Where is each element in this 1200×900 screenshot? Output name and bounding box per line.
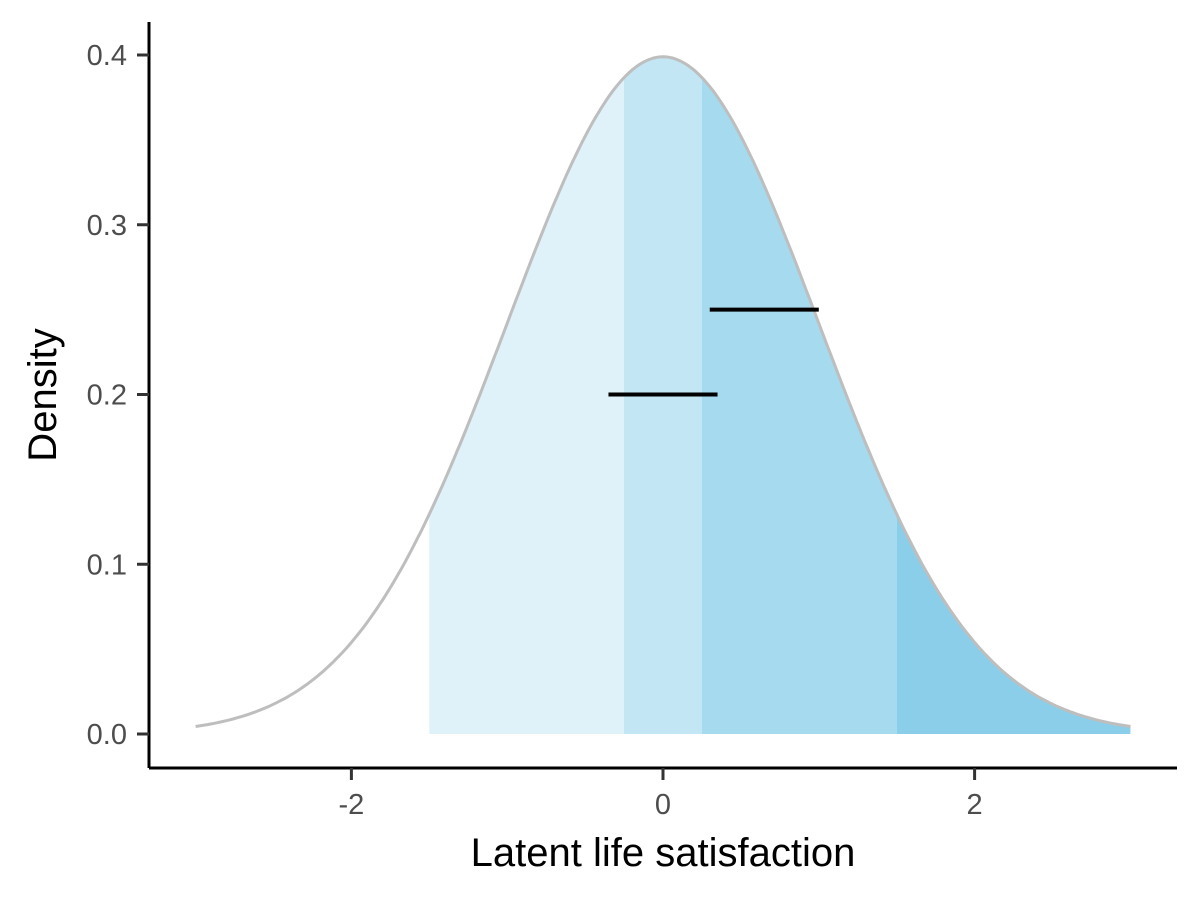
y-axis-title: Density	[21, 328, 65, 461]
shaded-region-3	[702, 77, 897, 735]
y-ticks: 0.0 0.1 0.2 0.3 0.4	[87, 40, 149, 751]
y-tick-label: 0.0	[87, 719, 127, 751]
x-ticks: -2 0 2	[339, 768, 983, 821]
y-tick-label: 0.3	[87, 210, 127, 242]
y-tick-label: 0.1	[87, 549, 127, 581]
shaded-region-4	[896, 514, 1131, 734]
x-tick-label: -2	[339, 789, 365, 821]
shaded-regions	[429, 56, 1131, 735]
y-tick-label: 0.4	[87, 40, 127, 72]
x-axis-title: Latent life satisfaction	[471, 831, 856, 875]
x-tick-label: 2	[967, 789, 983, 821]
y-tick-label: 0.2	[87, 380, 127, 412]
density-curve	[195, 55, 1131, 728]
shaded-region-1	[429, 77, 624, 735]
interval-segments	[608, 307, 819, 397]
x-tick-label: 0	[655, 789, 671, 821]
